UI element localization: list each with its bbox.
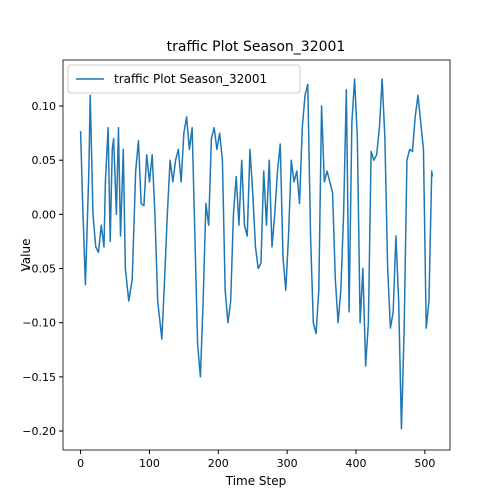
x-tick-label: 300	[277, 457, 298, 470]
data-line	[79, 78, 434, 430]
y-tick-label: −0.10	[22, 317, 56, 330]
y-axis-label: Value	[19, 239, 33, 272]
y-tick-label: −0.05	[22, 263, 56, 276]
x-tick-label: 200	[208, 457, 229, 470]
y-tick-label: 0.05	[32, 154, 57, 167]
x-tick-label: 0	[77, 457, 84, 470]
y-tick-label: −0.20	[22, 425, 56, 438]
y-tick-label: 0.00	[32, 208, 57, 221]
x-tick-label: 100	[139, 457, 160, 470]
legend-label: traffic Plot Season_32001	[114, 72, 267, 86]
y-tick-label: −0.15	[22, 371, 56, 384]
x-tick-label: 500	[414, 457, 435, 470]
chart-title: traffic Plot Season_32001	[167, 39, 346, 55]
plot-frame	[62, 59, 451, 451]
x-tick-label: 400	[345, 457, 366, 470]
x-axis-label: Time Step	[225, 474, 287, 488]
legend-box	[67, 64, 301, 94]
y-tick-label: 0.10	[32, 100, 57, 113]
